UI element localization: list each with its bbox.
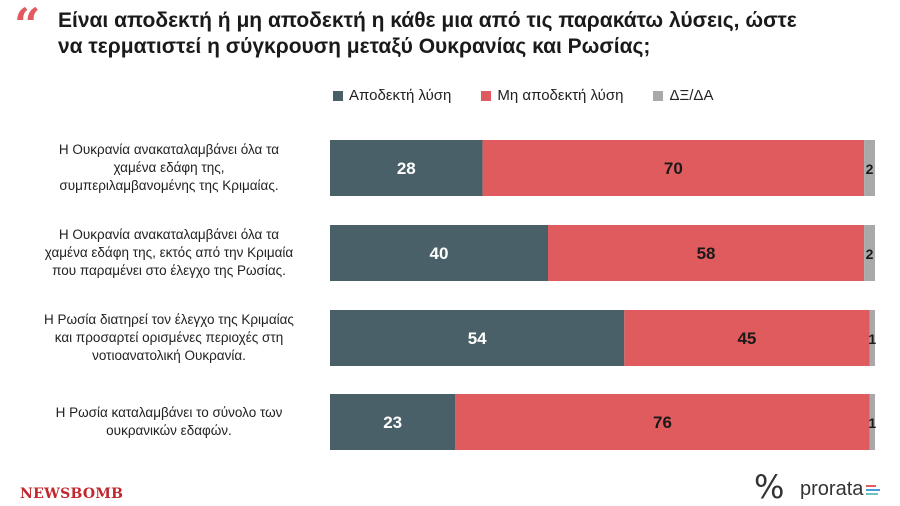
category-label-line: νοτιοανατολική Ουκρανία. (92, 348, 246, 363)
category-label: Η Ουκρανία ανακαταλαμβάνει όλα τα χαμένα … (20, 141, 318, 195)
prorata-stripes-icon (866, 484, 881, 495)
data-label-accepted: 40 (430, 244, 449, 263)
data-label-dk-na: 2 (866, 161, 874, 177)
bar-accepted (330, 140, 483, 196)
category-label-line: και προσαρτεί ορισμένες περιοχές στη (54, 330, 284, 345)
newsbomb-logo: NEWSBOMB (20, 486, 124, 502)
data-label-not-accepted: 76 (653, 413, 672, 432)
category-label-line: συμπεριλαμβανομένης της Κριμαίας. (59, 178, 279, 193)
legend-item-accepted: Αποδεκτή λύση (333, 87, 451, 104)
data-label-not-accepted: 58 (697, 244, 716, 263)
legend-label-not-accepted: Μη αποδεκτή λύση (497, 87, 624, 104)
data-label-not-accepted: 45 (737, 329, 756, 348)
quote-mark-icon: “ (14, 0, 41, 52)
category-label-line: Η Ουκρανία ανακαταλαμβάνει όλα τα (58, 227, 280, 242)
title-line-1: Είναι αποδεκτή ή μη αποδεκτή η κάθε μια … (58, 9, 797, 32)
legend-label-dk-na: ΔΞ/ΔΑ (669, 87, 714, 104)
bar-dk-na (864, 140, 875, 196)
data-label-dk-na: 2 (866, 246, 874, 262)
title-line-2: να τερματιστεί η σύγκρουση μεταξύ Ουκραν… (58, 35, 651, 58)
percent-logo-icon: % (754, 468, 785, 506)
legend-item-dk-na: ΔΞ/ΔΑ (653, 87, 713, 104)
category-label: Η Ουκρανία ανακαταλαμβάνει όλα τα χαμένα … (20, 226, 318, 280)
category-label-line: ουκρανικών εδαφών. (106, 423, 232, 438)
bar-accepted (330, 394, 456, 450)
data-label-dk-na: 1 (868, 331, 876, 347)
bar-accepted (330, 310, 625, 366)
data-label-not-accepted: 70 (664, 159, 683, 178)
prorata-logo-text: prorata (800, 478, 864, 500)
legend-swatch-not-accepted (481, 90, 492, 101)
legend-item-not-accepted: Μη αποδεκτή λύση (481, 87, 623, 104)
bar-not-accepted (482, 140, 865, 196)
category-label: Η Ρωσία καταλαμβάνει το σύνολο των ουκραν… (20, 404, 318, 440)
legend-swatch-accepted (333, 90, 343, 101)
category-label-line: Η Ουκρανία ανακαταλαμβάνει όλα τα (58, 142, 280, 157)
data-label-accepted: 54 (468, 329, 487, 348)
legend-swatch-dk-na (653, 90, 664, 101)
legend-label-accepted: Αποδεκτή λύση (349, 87, 452, 104)
bar-dk-na (869, 310, 875, 366)
category-label-line: Η Ρωσία διατηρεί τον έλεγχο της Κριμαίας (44, 312, 294, 327)
chart-title: Είναι αποδεκτή ή μη αποδεκτή η κάθε μια … (58, 8, 878, 60)
data-label-accepted: 23 (383, 413, 402, 432)
data-label-accepted: 28 (397, 159, 416, 178)
bar-not-accepted (624, 310, 870, 366)
bar-not-accepted (548, 225, 865, 281)
category-label-line: χαμένα εδάφη της, εκτός από την Κριμαία (44, 245, 294, 260)
bar-dk-na (864, 225, 875, 281)
data-label-dk-na: 1 (868, 415, 876, 431)
bar-accepted (330, 225, 548, 281)
bar-dk-na (869, 394, 875, 450)
category-label-line: χαμένα εδάφη της, (113, 160, 225, 175)
category-label: Η Ρωσία διατηρεί τον έλεγχο της Κριμαίας… (20, 311, 318, 365)
prorata-logo: prorata (800, 478, 881, 501)
legend: Αποδεκτή λύση Μη αποδεκτή λύση ΔΞ/ΔΑ (333, 87, 713, 104)
category-label-line: Η Ρωσία καταλαμβάνει το σύνολο των (55, 405, 283, 420)
category-label-line: που παραμένει στο έλεγχο της Ρωσίας. (52, 263, 286, 278)
bar-not-accepted (455, 394, 870, 450)
